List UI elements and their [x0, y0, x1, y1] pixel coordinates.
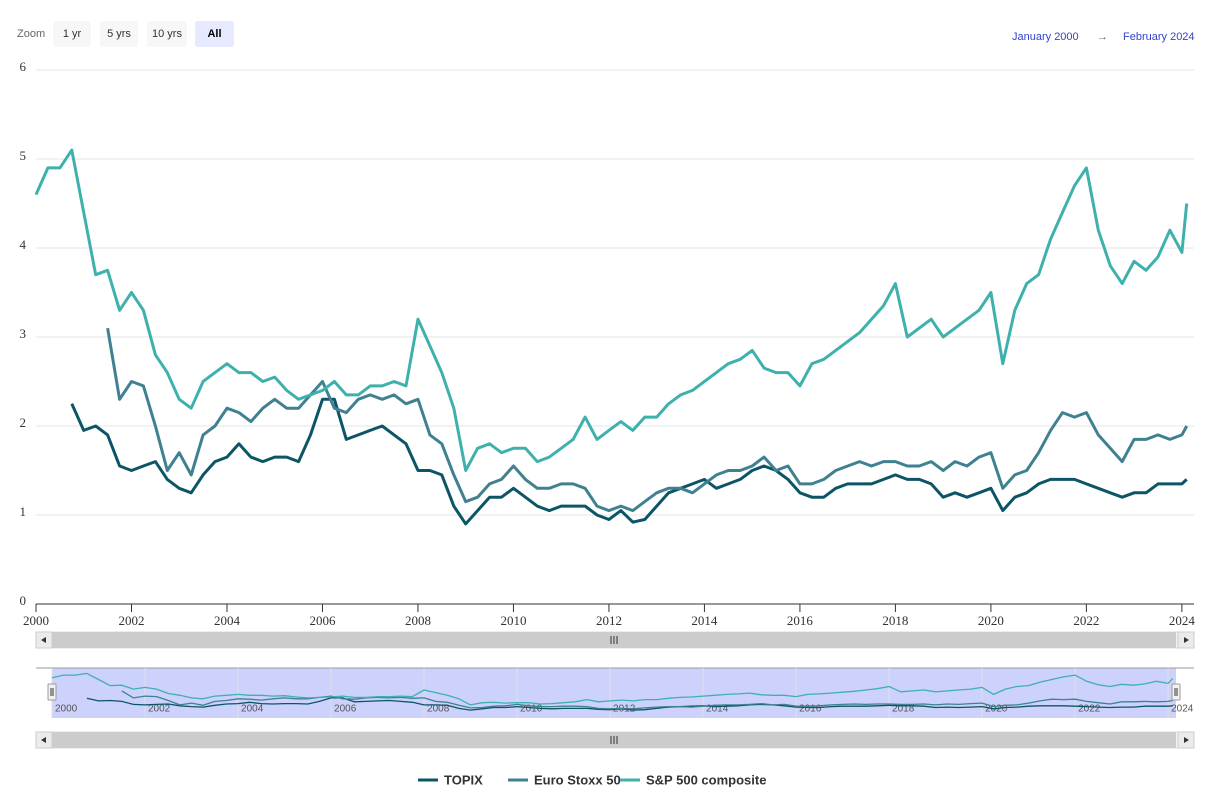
arrow [1184, 637, 1189, 643]
x-tick-label: 2008 [405, 613, 431, 628]
navigator-label: 2016 [799, 704, 822, 715]
y-tick-label: 4 [20, 237, 27, 252]
navigator-line [121, 690, 1173, 710]
x-tick-label: 2004 [214, 613, 241, 628]
x-tick-label: 2010 [500, 613, 526, 628]
zoom-button[interactable]: 5 yrs [100, 21, 138, 47]
x-tick-label: 2006 [309, 613, 336, 628]
navigator-label: 2022 [1078, 704, 1101, 715]
navigator-label: 2024 [1171, 704, 1194, 715]
navigator-handle [1171, 683, 1181, 701]
legend-label: S&P 500 composite [646, 772, 766, 787]
x-tick-label: 2014 [691, 613, 718, 628]
x-tick-label: 2020 [978, 613, 1004, 628]
y-tick-label: 1 [20, 504, 27, 519]
navigator-label: 2018 [892, 704, 915, 715]
date-from[interactable]: January 2000 [1012, 31, 1079, 43]
navigator-label: 2006 [334, 704, 357, 715]
x-tick-label: 2000 [23, 613, 49, 628]
y-tick-label: 5 [20, 148, 27, 163]
x-tick-label: 2022 [1073, 613, 1099, 628]
zoom-button[interactable]: All [195, 21, 234, 47]
legend-label: TOPIX [444, 772, 483, 787]
arrow [41, 737, 46, 743]
zoom-label: Zoom [17, 28, 46, 40]
x-tick-label: 2002 [118, 613, 144, 628]
y-tick-label: 6 [20, 59, 27, 74]
navigator-label: 2010 [520, 704, 543, 715]
navigator-label: 2014 [706, 704, 729, 715]
x-tick-label: 2012 [596, 613, 622, 628]
x-tick-label: 2024 [1169, 613, 1196, 628]
navigator-line [51, 672, 1174, 706]
navigator-label: 2002 [148, 704, 171, 715]
series-line [70, 397, 1188, 526]
y-tick-label: 3 [20, 326, 27, 341]
zoom-button[interactable]: 10 yrs [147, 21, 187, 47]
x-tick-label: 2018 [882, 613, 908, 628]
zoom-button[interactable]: 1 yr [53, 21, 91, 47]
y-tick-label: 0 [20, 593, 27, 608]
date-to[interactable]: February 2024 [1123, 31, 1195, 43]
navigator-label: 2000 [55, 704, 78, 715]
navigator-handle [47, 683, 57, 701]
arrow [1184, 737, 1189, 743]
x-tick-label: 2016 [787, 613, 814, 628]
legend-label: Euro Stoxx 50 [534, 772, 621, 787]
navigator-label: 2008 [427, 704, 450, 715]
arrow [41, 637, 46, 643]
date-arrow: → [1097, 31, 1108, 43]
navigator-line [86, 697, 1173, 711]
series-line [34, 148, 1189, 472]
y-tick-label: 2 [20, 415, 27, 430]
series-line [106, 327, 1189, 513]
navigator-label: 2004 [241, 704, 264, 715]
